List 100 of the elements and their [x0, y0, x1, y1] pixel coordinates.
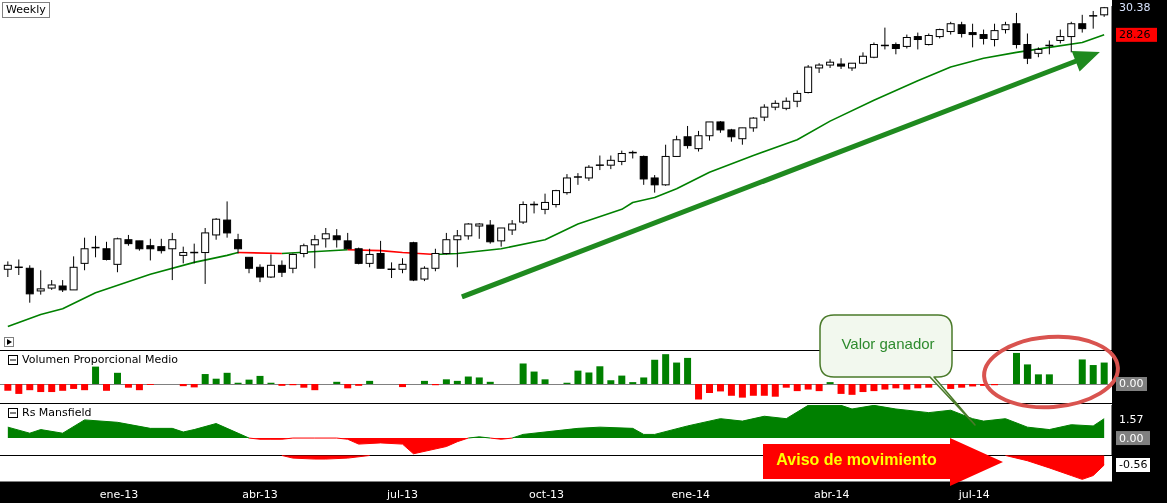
bar [804, 383, 812, 390]
candlestick [201, 227, 210, 285]
candlestick [486, 219, 495, 245]
candlestick [80, 237, 89, 271]
bar [782, 383, 790, 388]
x-tick-label: jul-14 [957, 487, 990, 501]
bar [958, 383, 966, 388]
y-tick-label: 30.38 [1119, 1, 1151, 15]
bar [59, 383, 67, 391]
bar [914, 383, 922, 389]
bar [662, 354, 670, 384]
bar [1034, 374, 1042, 384]
bar [26, 383, 34, 391]
bar [519, 363, 527, 384]
bar [124, 383, 132, 388]
candlestick [321, 227, 330, 249]
bar [574, 370, 582, 384]
bar [640, 377, 648, 384]
candlestick [639, 155, 648, 186]
bar [135, 383, 143, 391]
candlestick [431, 248, 440, 272]
bar [399, 383, 407, 388]
bar [4, 383, 12, 391]
chart-title: Rs Mansfield [22, 406, 92, 420]
candlestick [815, 62, 824, 74]
candlestick [277, 259, 286, 278]
bar [113, 372, 121, 384]
bar [618, 375, 626, 384]
bar [870, 383, 878, 392]
bar [201, 374, 209, 384]
annotation: Aviso de movimiento [775, 451, 938, 469]
bar [848, 383, 856, 395]
bar [366, 380, 374, 384]
x-tick-label: oct-13 [529, 487, 565, 501]
x-tick-label: ene-13 [99, 487, 139, 501]
bar [596, 366, 604, 384]
candlestick [683, 125, 692, 150]
bar [815, 383, 823, 392]
bar [651, 359, 659, 384]
bar [453, 380, 461, 384]
candlestick [508, 219, 517, 236]
chart-title: Weekly [2, 2, 50, 18]
bar [706, 383, 714, 393]
bar [245, 379, 253, 384]
bar [223, 372, 231, 384]
candlestick [223, 200, 232, 239]
candlestick [365, 248, 374, 268]
bar [464, 376, 472, 384]
bar [81, 383, 89, 391]
candlestick [705, 121, 714, 142]
bar [442, 379, 450, 384]
candlestick [891, 41, 900, 55]
bar [695, 383, 703, 400]
bar [684, 357, 692, 384]
bar [1023, 364, 1031, 384]
bar [947, 383, 955, 389]
x-tick-label: jul-13 [385, 487, 419, 501]
candlestick [837, 57, 846, 70]
y-tick-label: 28.26 [1119, 28, 1151, 42]
candlestick [234, 233, 243, 254]
candlestick [310, 234, 319, 269]
bar [925, 383, 933, 388]
bar [760, 383, 768, 396]
bar [837, 383, 845, 394]
candlestick [1067, 21, 1076, 53]
chart-title: Volumen Proporcional Medio [22, 353, 178, 367]
candlestick [36, 269, 45, 296]
candlestick [1023, 33, 1032, 65]
bar [486, 381, 494, 384]
candlestick [672, 135, 681, 157]
bar [1078, 359, 1086, 384]
bar [727, 383, 735, 396]
candlestick [288, 252, 297, 274]
annotation: Valor ganador [840, 335, 936, 352]
bar [530, 371, 538, 384]
bar [738, 383, 746, 398]
x-tick-label: ene-14 [671, 487, 710, 501]
bar [103, 383, 111, 391]
bar [37, 383, 45, 393]
candlestick [376, 240, 385, 269]
bar [92, 366, 100, 384]
candlestick [168, 232, 177, 281]
bar [859, 383, 867, 393]
candlestick [694, 130, 703, 153]
candlestick [146, 238, 155, 261]
candlestick [69, 255, 78, 291]
candlestick [990, 23, 999, 47]
candlestick [332, 228, 341, 249]
candlestick [541, 193, 550, 215]
candlestick [212, 217, 221, 241]
bar [1045, 374, 1053, 384]
bar [1012, 352, 1020, 384]
bar [300, 383, 308, 388]
bar [70, 383, 78, 389]
bar [311, 383, 319, 391]
bar [420, 380, 428, 384]
candlestick [562, 173, 571, 196]
bar [607, 380, 615, 384]
x-tick-label: abr-14 [813, 487, 850, 501]
bar [903, 383, 911, 390]
